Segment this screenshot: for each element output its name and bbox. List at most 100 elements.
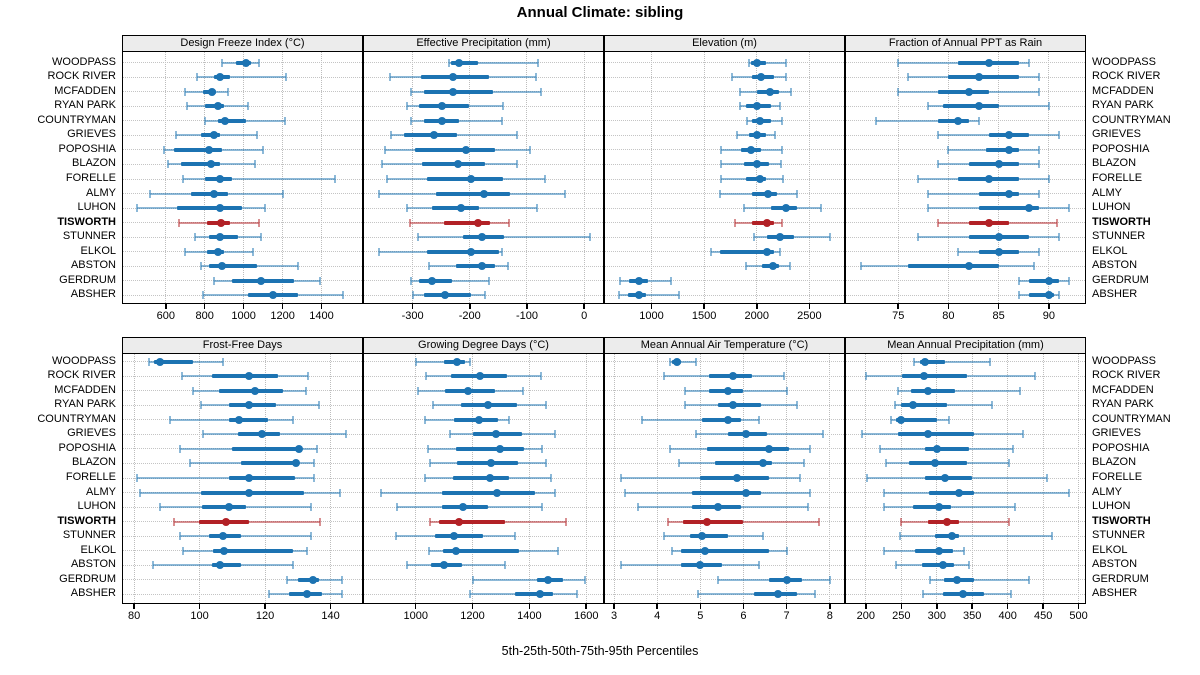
- whisker-cap: [199, 262, 202, 271]
- site-label-right: ELKOL: [1092, 543, 1128, 556]
- iqr-bar-25-75: [208, 264, 258, 269]
- whisker-cap: [221, 357, 224, 366]
- whisker-cap: [1033, 372, 1036, 381]
- median-dot: [634, 291, 643, 300]
- site-label-right: RYAN PARK: [1092, 99, 1154, 112]
- iqr-bar-25-75: [424, 89, 494, 94]
- whisker-cap: [718, 189, 721, 198]
- whisker-cap: [967, 561, 970, 570]
- x-axis-tick-label: 500: [1069, 610, 1088, 622]
- x-axis-tick: [264, 604, 266, 609]
- whisker-cap: [449, 430, 452, 439]
- x-axis-tick-label: 8: [826, 610, 833, 622]
- median-dot: [763, 218, 772, 227]
- site-label-right: LUHON: [1092, 201, 1131, 214]
- whisker-cap: [431, 401, 434, 410]
- whisker-cap: [1037, 145, 1040, 154]
- whisker-cap: [883, 503, 886, 512]
- whisker-cap: [719, 175, 722, 184]
- grid-line-horizontal: [846, 280, 1085, 282]
- x-axis-tick-label: 1400: [517, 610, 542, 622]
- iqr-bar-25-75: [938, 89, 989, 94]
- x-axis-tick-label: 350: [963, 610, 982, 622]
- x-axis-tick: [785, 604, 788, 609]
- whisker-cap: [1013, 503, 1016, 512]
- iqr-bar-25-75: [948, 75, 1019, 80]
- whisker-cap: [678, 291, 681, 300]
- whisker-cap: [670, 276, 673, 285]
- whisker-cap: [549, 474, 552, 483]
- whisker-cap: [1017, 276, 1020, 285]
- median-dot: [769, 262, 778, 271]
- iqr-bar-25-75: [443, 548, 519, 553]
- median-dot: [762, 247, 771, 256]
- median-dot: [475, 372, 484, 381]
- whisker-cap: [913, 357, 916, 366]
- iqr-bar-25-75: [229, 417, 269, 422]
- whisker-cap: [268, 590, 271, 599]
- whisker-cap: [1037, 247, 1040, 256]
- median-dot: [947, 532, 956, 541]
- whisker-cap: [695, 357, 698, 366]
- whisker-cap: [641, 415, 644, 424]
- whisker-5-95: [897, 389, 1020, 392]
- iqr-bar-25-75: [911, 388, 956, 393]
- grid-line-vertical: [897, 52, 899, 303]
- whisker-cap: [828, 233, 831, 242]
- whisker-cap: [515, 131, 518, 140]
- site-label-left: ROCK RIVER: [47, 369, 116, 382]
- site-label-right: ABSHER: [1092, 587, 1138, 600]
- median-dot: [984, 58, 993, 67]
- median-dot: [244, 488, 253, 497]
- site-label-left: COUNTRYMAN: [37, 113, 116, 126]
- iqr-bar-25-75: [943, 104, 999, 109]
- median-dot: [448, 87, 457, 96]
- x-axis-tick-label: 250: [892, 610, 911, 622]
- median-dot: [437, 102, 446, 111]
- x-axis-tick-label: 90: [1042, 310, 1055, 322]
- whisker-cap: [180, 372, 183, 381]
- iqr-bar-25-75: [1028, 278, 1059, 283]
- grid-line-vertical: [321, 52, 323, 303]
- whisker-cap: [619, 474, 622, 483]
- grid-line-horizontal: [605, 120, 844, 122]
- whisker-cap: [778, 102, 781, 111]
- whisker-cap: [184, 87, 187, 96]
- grid-line-vertical: [243, 52, 245, 303]
- whisker-cap: [743, 204, 746, 213]
- panel-strip-label: Effective Precipitation (mm): [364, 36, 603, 52]
- whisker-cap: [695, 430, 698, 439]
- whisker-cap: [178, 532, 181, 541]
- whisker-cap: [917, 233, 920, 242]
- grid-line-vertical: [583, 52, 585, 303]
- x-axis-tick: [829, 604, 831, 609]
- median-dot: [782, 204, 791, 213]
- whisker-cap: [785, 386, 788, 395]
- x-axis-tick-label: 2500: [797, 310, 822, 322]
- whisker-cap: [734, 218, 737, 227]
- whisker-cap: [796, 401, 799, 410]
- whisker-cap: [864, 372, 867, 381]
- median-dot: [974, 102, 983, 111]
- whisker-cap: [781, 218, 784, 227]
- whisker-cap: [899, 517, 902, 526]
- median-dot: [441, 291, 450, 300]
- whisker-5-95: [183, 178, 336, 181]
- whisker-cap: [319, 517, 322, 526]
- whisker-cap: [720, 160, 723, 169]
- whisker-cap: [1017, 291, 1020, 300]
- whisker-cap: [753, 233, 756, 242]
- x-axis-tick: [198, 604, 201, 609]
- whisker-cap: [487, 276, 490, 285]
- whisker-cap: [168, 415, 171, 424]
- median-dot: [773, 590, 782, 599]
- whisker-cap: [882, 546, 885, 555]
- median-dot: [746, 145, 755, 154]
- median-dot: [733, 474, 741, 483]
- grid-line-vertical: [947, 52, 949, 303]
- median-dot: [302, 590, 311, 599]
- whisker-cap: [262, 145, 265, 154]
- whisker-cap: [757, 415, 760, 424]
- whisker-cap: [1050, 532, 1053, 541]
- whisker-cap: [991, 401, 994, 410]
